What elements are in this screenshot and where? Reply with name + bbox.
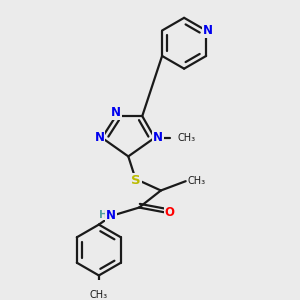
Text: N: N xyxy=(111,106,121,119)
Text: H: H xyxy=(99,210,108,220)
Text: N: N xyxy=(153,131,163,144)
Text: S: S xyxy=(131,174,141,187)
Text: N: N xyxy=(203,24,213,37)
Text: N: N xyxy=(94,131,104,144)
Text: CH₃: CH₃ xyxy=(90,290,108,300)
Text: CH₃: CH₃ xyxy=(187,176,205,186)
Text: N: N xyxy=(106,209,116,222)
Text: O: O xyxy=(164,206,175,219)
Text: CH₃: CH₃ xyxy=(178,133,196,143)
